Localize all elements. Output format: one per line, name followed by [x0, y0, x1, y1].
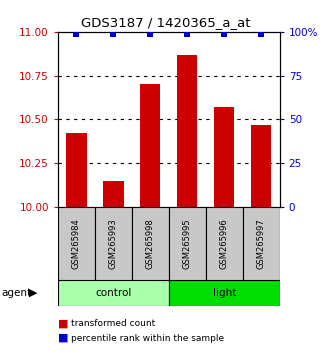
Text: GSM265984: GSM265984 — [72, 218, 81, 269]
Bar — [177, 55, 198, 207]
Text: light: light — [213, 288, 236, 298]
Bar — [206, 207, 243, 280]
Text: ■: ■ — [58, 319, 69, 329]
Bar — [95, 207, 132, 280]
Bar — [132, 207, 169, 280]
Bar — [140, 85, 161, 207]
Text: agent: agent — [2, 288, 32, 298]
Bar — [103, 181, 123, 207]
Text: control: control — [95, 288, 131, 298]
Bar — [251, 125, 271, 207]
Bar — [66, 133, 87, 207]
Text: transformed count: transformed count — [71, 319, 156, 329]
Bar — [169, 280, 280, 306]
Text: ▶: ▶ — [29, 288, 37, 298]
Bar — [169, 207, 206, 280]
Bar — [243, 207, 280, 280]
Text: percentile rank within the sample: percentile rank within the sample — [71, 333, 224, 343]
Text: GSM265995: GSM265995 — [183, 218, 192, 269]
Text: ■: ■ — [58, 333, 69, 343]
Text: GSM265998: GSM265998 — [146, 218, 155, 269]
Text: GDS3187 / 1420365_a_at: GDS3187 / 1420365_a_at — [81, 16, 250, 29]
Text: GSM265997: GSM265997 — [257, 218, 266, 269]
Bar — [58, 280, 169, 306]
Bar — [214, 107, 234, 207]
Text: GSM265996: GSM265996 — [220, 218, 229, 269]
Bar — [58, 207, 95, 280]
Text: GSM265993: GSM265993 — [109, 218, 118, 269]
